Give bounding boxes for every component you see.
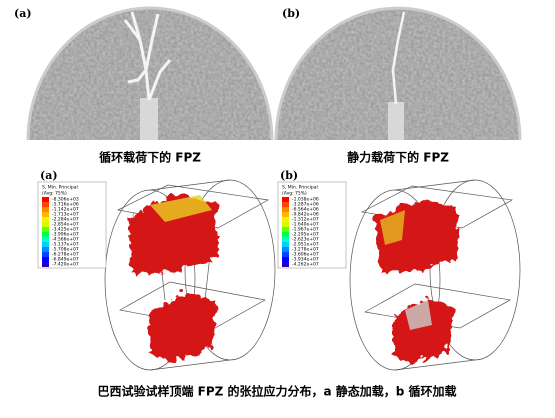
- legend-value: -3.287e+06: [292, 202, 319, 208]
- fem-model: [349, 179, 521, 371]
- panel-label: (b): [282, 7, 300, 20]
- legend-swatch: [42, 242, 49, 247]
- legend-swatch: [282, 247, 289, 252]
- legend-swatch: [282, 252, 289, 257]
- legend-subtitle: (Avg: 75%): [42, 191, 67, 197]
- ct-image: [274, 6, 522, 141]
- legend-swatch: [42, 222, 49, 227]
- legend-value: -5.708e+07: [52, 247, 79, 253]
- legend-swatch: [282, 237, 289, 242]
- legend-value: -1.142e+07: [52, 207, 79, 213]
- legend-value: -4.566e+07: [52, 237, 79, 243]
- legend-swatch: [282, 227, 289, 232]
- legend-swatch: [282, 257, 289, 262]
- legend-value: -5.716e+06: [52, 202, 79, 208]
- panel-label: (a): [14, 7, 32, 20]
- legend-value: -5.137e+07: [52, 242, 79, 248]
- legend-value: -6.278e+07: [52, 252, 79, 258]
- legend-value: -1.640e+07: [292, 222, 319, 228]
- legend-swatch: [42, 207, 49, 212]
- legend-value: -2.854e+07: [52, 222, 79, 228]
- legend-value: -8.306e+03: [52, 197, 79, 203]
- legend-value: -7.420e+07: [52, 262, 79, 268]
- legend-value: -3.996e+07: [52, 232, 79, 238]
- legend-swatch: [42, 262, 49, 267]
- legend-swatch: [42, 212, 49, 217]
- legend-value: -3.934e+07: [292, 257, 319, 263]
- legend-value: -3.425e+07: [52, 227, 79, 233]
- legend-swatch: [282, 262, 289, 267]
- legend-swatch: [42, 232, 49, 237]
- legend-title: S, Min. Principal: [282, 185, 318, 191]
- legend-value: -1.967e+07: [292, 227, 319, 233]
- legend-swatch: [42, 227, 49, 232]
- legend-swatch: [282, 222, 289, 227]
- legend-value: -4.262e+07: [292, 262, 319, 268]
- legend-swatch: [42, 237, 49, 242]
- legend-value: -2.284e+07: [52, 217, 79, 223]
- legend-value: -6.564e+06: [292, 207, 319, 213]
- panel-caption: 循环载荷下的 FPZ: [99, 150, 201, 165]
- panel-caption: 静力载荷下的 FPZ: [347, 150, 449, 165]
- legend-title: S, Min. Principal: [42, 185, 78, 191]
- panel-label: (a): [40, 169, 58, 182]
- panel-label: (b): [280, 169, 298, 182]
- legend-subtitle: (Avg: 75%): [282, 191, 307, 197]
- ct-image: [26, 6, 274, 141]
- legend-value: -1.038e+06: [292, 197, 319, 203]
- legend-value: -1.312e+07: [292, 217, 319, 223]
- legend-swatch: [42, 257, 49, 262]
- legend-swatch: [282, 217, 289, 222]
- legend-value: -3.606e+07: [292, 252, 319, 258]
- legend-swatch: [282, 207, 289, 212]
- legend-value: -9.842e+06: [292, 212, 319, 218]
- legend-value: -2.951e+07: [292, 242, 319, 248]
- legend: S, Min. Principal (Avg: 75%) -8.306e+03-…: [37, 181, 107, 269]
- figure-caption: 巴西试验试样顶端 FPZ 的张拉应力分布，a 静态加载，b 循环加载: [97, 384, 456, 399]
- legend-swatch: [42, 202, 49, 207]
- legend-value: -1.713e+07: [52, 212, 79, 218]
- legend-value: -6.849e+07: [52, 257, 79, 263]
- legend-swatch: [282, 212, 289, 217]
- legend: S, Min. Principal (Avg: 75%) -1.038e+06-…: [277, 181, 347, 269]
- legend-swatch: [42, 217, 49, 222]
- legend-swatch: [282, 242, 289, 247]
- legend-value: -3.278e+07: [292, 247, 319, 253]
- legend-swatch: [42, 197, 49, 202]
- legend-swatch: [282, 202, 289, 207]
- legend-swatch: [282, 232, 289, 237]
- legend-value: -2.295e+07: [292, 232, 319, 238]
- fem-model: [104, 179, 276, 371]
- legend-swatch: [282, 197, 289, 202]
- legend-value: -2.623e+07: [292, 237, 319, 243]
- legend-swatch: [42, 247, 49, 252]
- legend-swatch: [42, 252, 49, 257]
